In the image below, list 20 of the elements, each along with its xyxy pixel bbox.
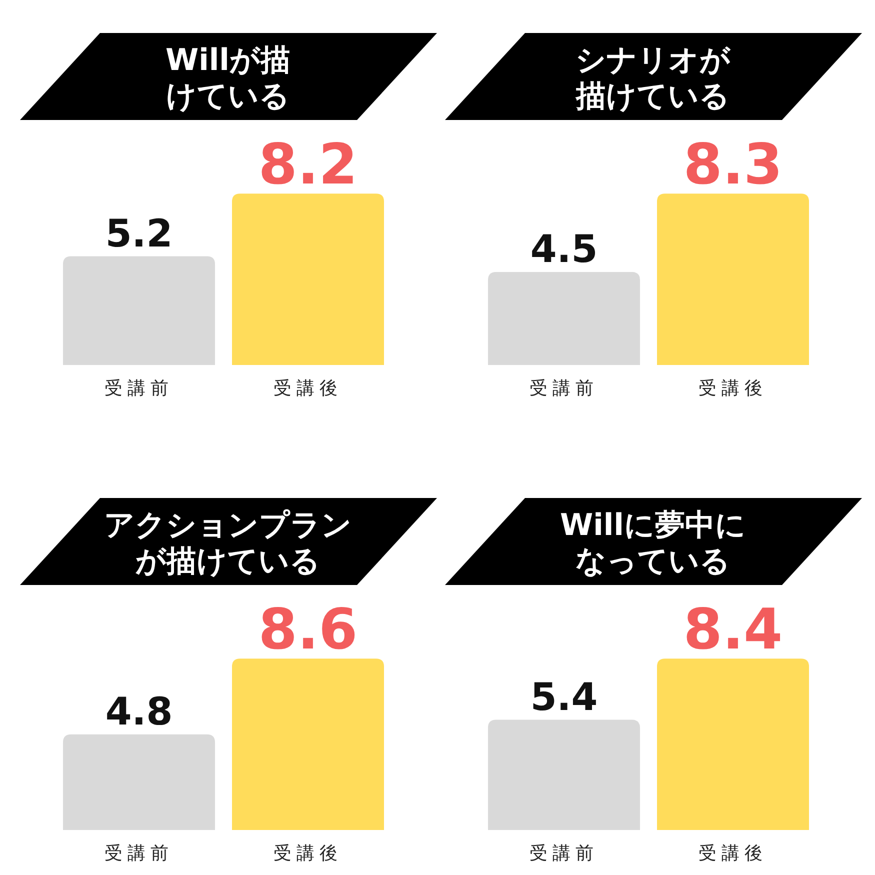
x-tick-label: 受講後 bbox=[698, 378, 768, 399]
x-tick-label: 受講前 bbox=[530, 378, 598, 399]
x-tick-label: 受講後 bbox=[698, 843, 768, 864]
chart-title: シナリオが描けている bbox=[575, 43, 732, 114]
x-tick-label: 受講後 bbox=[274, 378, 342, 399]
x-tick-label: 受講後 bbox=[274, 843, 342, 864]
data-label: 4.8 bbox=[105, 689, 173, 734]
data-label: 4.5 bbox=[530, 227, 598, 272]
data-label: 8.6 bbox=[258, 598, 358, 663]
data-label: 5.4 bbox=[530, 674, 598, 719]
chart-title: Willに夢中になっている bbox=[560, 508, 746, 579]
x-tick-label: 受講前 bbox=[104, 378, 174, 399]
data-label: 8.2 bbox=[258, 132, 358, 198]
data-label: 5.2 bbox=[105, 211, 173, 256]
data-label: 8.3 bbox=[683, 132, 783, 198]
chart-title: Willが描けている bbox=[166, 43, 290, 114]
data-label: 8.4 bbox=[683, 598, 783, 663]
x-tick-label: 受講前 bbox=[530, 843, 598, 864]
x-tick-label: 受講前 bbox=[104, 843, 174, 864]
chart-title: アクションプランが描けている bbox=[104, 508, 352, 579]
